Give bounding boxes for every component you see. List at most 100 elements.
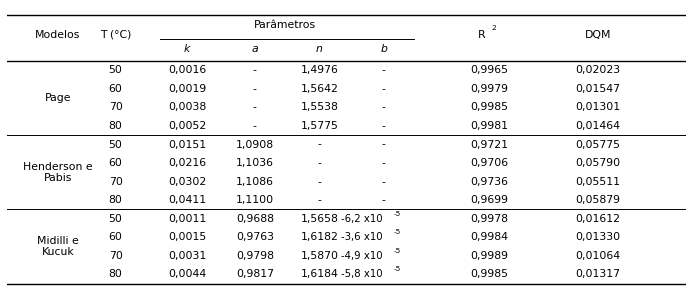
Text: -: - bbox=[382, 139, 386, 149]
Text: 0,01317: 0,01317 bbox=[575, 269, 620, 279]
Text: -: - bbox=[253, 65, 256, 75]
Text: 60: 60 bbox=[109, 158, 123, 168]
Text: -: - bbox=[317, 177, 322, 187]
Text: -: - bbox=[382, 158, 386, 168]
Text: 60: 60 bbox=[109, 232, 123, 242]
Text: 1,1086: 1,1086 bbox=[236, 177, 274, 187]
Text: -: - bbox=[382, 84, 386, 94]
Text: 0,0411: 0,0411 bbox=[168, 195, 206, 205]
Text: 1,1036: 1,1036 bbox=[236, 158, 274, 168]
Text: -6,2 x10: -6,2 x10 bbox=[341, 214, 383, 224]
Text: 70: 70 bbox=[109, 251, 123, 261]
Text: 50: 50 bbox=[109, 139, 123, 149]
Text: 0,9978: 0,9978 bbox=[470, 214, 508, 224]
Text: 0,9736: 0,9736 bbox=[470, 177, 508, 187]
Text: 0,9984: 0,9984 bbox=[470, 232, 508, 242]
Text: 0,0011: 0,0011 bbox=[168, 214, 206, 224]
Text: R: R bbox=[478, 30, 486, 40]
Text: 0,9763: 0,9763 bbox=[236, 232, 274, 242]
Text: 1,6184: 1,6184 bbox=[300, 269, 338, 279]
Text: 0,9965: 0,9965 bbox=[470, 65, 508, 75]
Text: k: k bbox=[184, 44, 190, 54]
Text: 0,0151: 0,0151 bbox=[168, 139, 206, 149]
Text: T (°C): T (°C) bbox=[100, 30, 131, 40]
Text: n: n bbox=[316, 44, 323, 54]
Text: 0,0031: 0,0031 bbox=[168, 251, 206, 261]
Text: -: - bbox=[382, 121, 386, 131]
Text: -: - bbox=[317, 139, 322, 149]
Text: 0,05775: 0,05775 bbox=[575, 139, 620, 149]
Text: 1,6182: 1,6182 bbox=[300, 232, 338, 242]
Text: 0,9981: 0,9981 bbox=[470, 121, 508, 131]
Text: 0,01330: 0,01330 bbox=[575, 232, 620, 242]
Text: 0,0015: 0,0015 bbox=[168, 232, 206, 242]
Text: 0,0016: 0,0016 bbox=[168, 65, 206, 75]
Text: 0,9989: 0,9989 bbox=[470, 251, 508, 261]
Text: 0,9985: 0,9985 bbox=[470, 269, 508, 279]
Text: 0,02023: 0,02023 bbox=[575, 65, 620, 75]
Text: 2: 2 bbox=[491, 25, 496, 30]
Text: Modelos: Modelos bbox=[35, 30, 80, 40]
Text: 0,01464: 0,01464 bbox=[575, 121, 620, 131]
Text: 1,5538: 1,5538 bbox=[300, 102, 338, 112]
Text: b: b bbox=[380, 44, 387, 54]
Text: 0,9985: 0,9985 bbox=[470, 102, 508, 112]
Text: 0,9721: 0,9721 bbox=[470, 139, 508, 149]
Text: 1,5870: 1,5870 bbox=[300, 251, 338, 261]
Text: 1,5658: 1,5658 bbox=[300, 214, 338, 224]
Text: -: - bbox=[253, 121, 256, 131]
Text: 0,01064: 0,01064 bbox=[575, 251, 620, 261]
Text: 1,5642: 1,5642 bbox=[300, 84, 338, 94]
Text: 80: 80 bbox=[109, 195, 123, 205]
Text: Midilli e
Kucuk: Midilli e Kucuk bbox=[37, 236, 79, 258]
Text: -5: -5 bbox=[394, 210, 401, 217]
Text: -: - bbox=[382, 102, 386, 112]
Text: 70: 70 bbox=[109, 177, 123, 187]
Text: Henderson e
Pabis: Henderson e Pabis bbox=[23, 162, 93, 183]
Text: 0,9798: 0,9798 bbox=[236, 251, 274, 261]
Text: -3,6 x10: -3,6 x10 bbox=[341, 232, 383, 242]
Text: 0,05511: 0,05511 bbox=[575, 177, 620, 187]
Text: -: - bbox=[317, 158, 322, 168]
Text: -: - bbox=[253, 102, 256, 112]
Text: 0,05790: 0,05790 bbox=[575, 158, 620, 168]
Text: -4,9 x10: -4,9 x10 bbox=[341, 251, 383, 261]
Text: DQM: DQM bbox=[584, 30, 611, 40]
Text: 1,1100: 1,1100 bbox=[236, 195, 274, 205]
Text: -: - bbox=[317, 195, 322, 205]
Text: 0,01301: 0,01301 bbox=[575, 102, 620, 112]
Text: 0,05879: 0,05879 bbox=[575, 195, 620, 205]
Text: -5,8 x10: -5,8 x10 bbox=[341, 269, 383, 279]
Text: -5: -5 bbox=[394, 248, 401, 254]
Text: 1,5775: 1,5775 bbox=[300, 121, 338, 131]
Text: 0,0044: 0,0044 bbox=[168, 269, 206, 279]
Text: 0,0038: 0,0038 bbox=[168, 102, 206, 112]
Text: 60: 60 bbox=[109, 84, 123, 94]
Text: 0,9688: 0,9688 bbox=[236, 214, 274, 224]
Text: Page: Page bbox=[44, 93, 71, 103]
Text: 1,4976: 1,4976 bbox=[300, 65, 338, 75]
Text: -: - bbox=[253, 84, 256, 94]
Text: 0,0019: 0,0019 bbox=[168, 84, 206, 94]
Text: 0,9817: 0,9817 bbox=[236, 269, 274, 279]
Text: 0,01612: 0,01612 bbox=[575, 214, 620, 224]
Text: 50: 50 bbox=[109, 214, 123, 224]
Text: a: a bbox=[252, 44, 258, 54]
Text: 80: 80 bbox=[109, 269, 123, 279]
Text: 0,9706: 0,9706 bbox=[470, 158, 508, 168]
Text: 0,9699: 0,9699 bbox=[470, 195, 508, 205]
Text: -5: -5 bbox=[394, 229, 401, 235]
Text: 1,0908: 1,0908 bbox=[236, 139, 274, 149]
Text: -: - bbox=[382, 65, 386, 75]
Text: 0,0052: 0,0052 bbox=[168, 121, 206, 131]
Text: -: - bbox=[382, 195, 386, 205]
Text: 0,0302: 0,0302 bbox=[168, 177, 206, 187]
Text: 0,9979: 0,9979 bbox=[470, 84, 508, 94]
Text: 70: 70 bbox=[109, 102, 123, 112]
Text: 0,01547: 0,01547 bbox=[575, 84, 620, 94]
Text: -: - bbox=[382, 177, 386, 187]
Text: 80: 80 bbox=[109, 121, 123, 131]
Text: Parâmetros: Parâmetros bbox=[254, 20, 317, 30]
Text: 50: 50 bbox=[109, 65, 123, 75]
Text: -5: -5 bbox=[394, 266, 401, 272]
